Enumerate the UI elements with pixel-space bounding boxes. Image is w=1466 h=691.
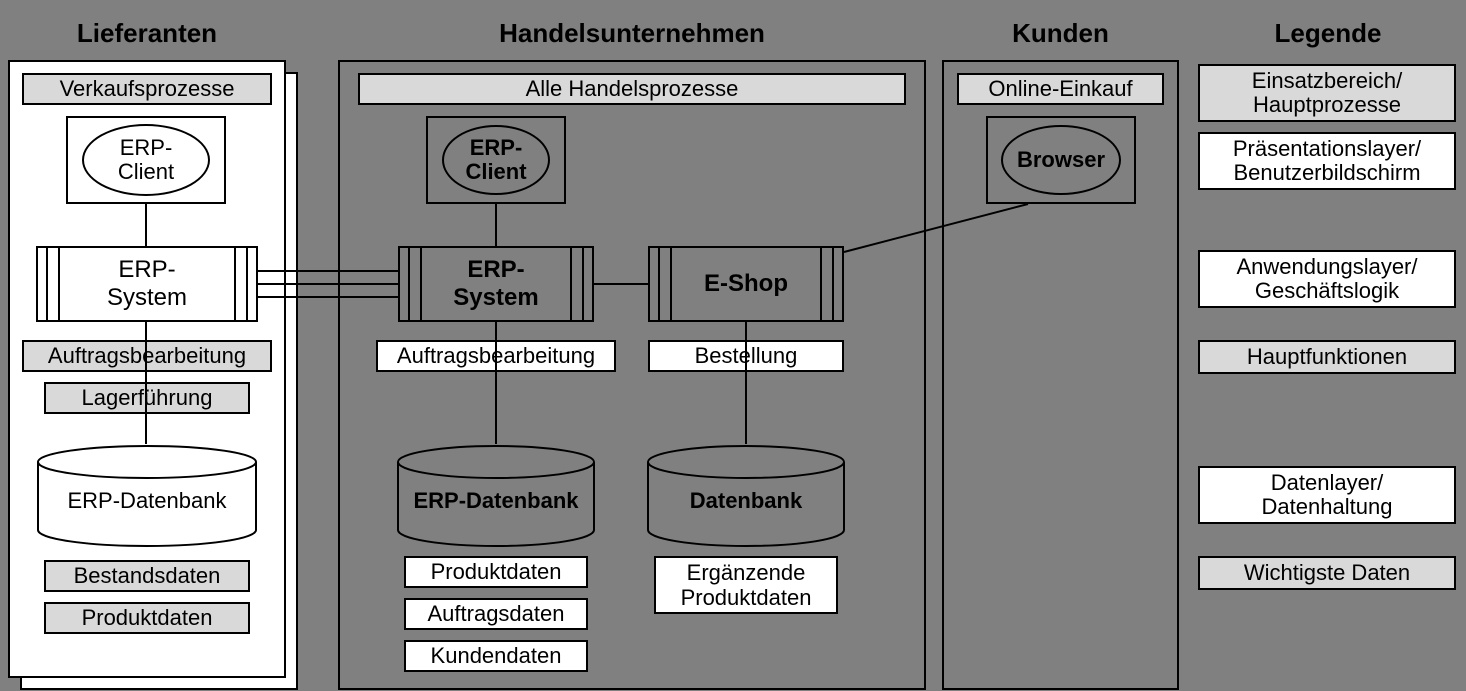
suppliers-func2: Lagerführung <box>44 382 250 414</box>
suppliers-data1: Bestandsdaten <box>44 560 250 592</box>
line-supplier-client-system <box>145 204 147 246</box>
conn-supplier-trading-3 <box>258 296 398 298</box>
title-suppliers: Lieferanten <box>8 18 286 49</box>
title-customers: Kunden <box>942 18 1179 49</box>
suppliers-func1: Auftragsbearbeitung <box>22 340 272 372</box>
title-legend: Legende <box>1198 18 1458 49</box>
line-trading-eshop-db2 <box>745 322 747 444</box>
legend-l4: Hauptfunktionen <box>1198 340 1456 374</box>
legend-l5: Datenlayer/ Datenhaltung <box>1198 466 1456 524</box>
trading-db1-label: ERP-Datenbank <box>396 488 596 514</box>
customers-browser-ellipse: Browser <box>1001 125 1121 195</box>
trading-erp-system-label: ERP- System <box>453 256 538 311</box>
customers-process-box: Online-Einkauf <box>957 73 1164 105</box>
trading-eshop-label: E-Shop <box>704 270 788 298</box>
line-trading-client-system <box>495 204 497 246</box>
suppliers-db-cylinder: ERP-Datenbank <box>36 444 258 548</box>
trading-data3: Kundendaten <box>404 640 588 672</box>
line-supplier-system-db <box>145 322 147 444</box>
suppliers-db-label: ERP-Datenbank <box>36 488 258 514</box>
legend-l6: Wichtigste Daten <box>1198 556 1456 590</box>
trading-db2-cylinder: Datenbank <box>646 444 846 548</box>
trading-eshop: E-Shop <box>648 246 844 322</box>
suppliers-erp-client-ellipse: ERP- Client <box>82 124 210 196</box>
legend-l1: Einsatzbereich/ Hauptprozesse <box>1198 64 1456 122</box>
line-trading-system-db1 <box>495 322 497 444</box>
trading-data2: Auftragsdaten <box>404 598 588 630</box>
line-erpsys-eshop <box>594 283 648 285</box>
trading-data4: Ergänzende Produktdaten <box>654 556 838 614</box>
trading-db2-label: Datenbank <box>646 488 846 514</box>
title-trading: Handelsunternehmen <box>338 18 926 49</box>
legend-l2: Präsentationslayer/ Benutzerbildschirm <box>1198 132 1456 190</box>
trading-process-box: Alle Handelsprozesse <box>358 73 906 105</box>
suppliers-erp-system: ERP- System <box>36 246 258 322</box>
trading-data1: Produktdaten <box>404 556 588 588</box>
suppliers-process-box: Verkaufsprozesse <box>22 73 272 105</box>
legend-l3: Anwendungslayer/ Geschäftslogik <box>1198 250 1456 308</box>
trading-erp-client-box: ERP- Client <box>426 116 566 204</box>
suppliers-erp-system-label: ERP- System <box>107 256 187 311</box>
trading-erp-system: ERP- System <box>398 246 594 322</box>
customers-browser-box: Browser <box>986 116 1136 204</box>
suppliers-erp-client-box: ERP- Client <box>66 116 226 204</box>
trading-db1-cylinder: ERP-Datenbank <box>396 444 596 548</box>
trading-erp-client-ellipse: ERP- Client <box>442 125 550 195</box>
conn-supplier-trading-2 <box>258 283 398 285</box>
conn-supplier-trading-1 <box>258 270 398 272</box>
suppliers-data2: Produktdaten <box>44 602 250 634</box>
